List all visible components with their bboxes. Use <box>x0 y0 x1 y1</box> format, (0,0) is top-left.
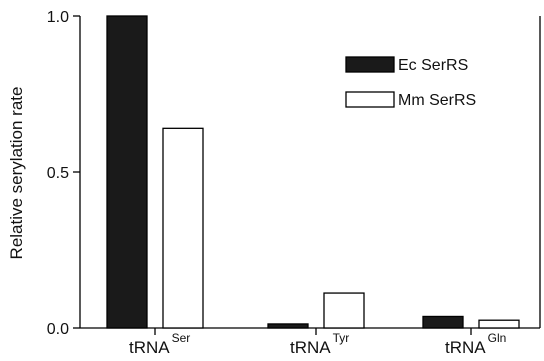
y-tick-label: 0.0 <box>47 321 69 338</box>
bar-ec-0 <box>106 15 148 329</box>
x-tick-label: tRNA Ser <box>129 331 190 357</box>
x-tick-label-superscript: Ser <box>172 331 191 345</box>
legend: Ec SerRS Mm SerRS <box>345 56 476 109</box>
legend-swatch <box>345 56 395 73</box>
legend-swatch <box>345 91 395 108</box>
x-tick-label: tRNA Tyr <box>290 331 349 357</box>
x-tick-label-superscript: Tyr <box>333 331 350 345</box>
bar-ec-1 <box>267 323 309 329</box>
y-tick-label: 0.5 <box>47 165 69 182</box>
legend-label: Mm SerRS <box>398 92 476 109</box>
x-axis-tick-labels: tRNA Ser tRNA Tyr tRNA Gln <box>129 331 506 357</box>
legend-label: Ec SerRS <box>398 57 468 74</box>
bar-mm-0 <box>162 127 204 329</box>
y-axis-tick-labels: 0.0 0.5 1.0 <box>47 9 69 338</box>
y-axis-label: Relative serylation rate <box>7 87 26 260</box>
bars <box>106 15 520 329</box>
x-tick-label-superscript: Gln <box>488 331 507 345</box>
x-tick-label: tRNA Gln <box>445 331 506 357</box>
bar-mm-2 <box>478 319 520 329</box>
bar-mm-1 <box>323 292 365 329</box>
bar-ec-2 <box>422 315 464 329</box>
y-tick-label: 1.0 <box>47 9 69 26</box>
